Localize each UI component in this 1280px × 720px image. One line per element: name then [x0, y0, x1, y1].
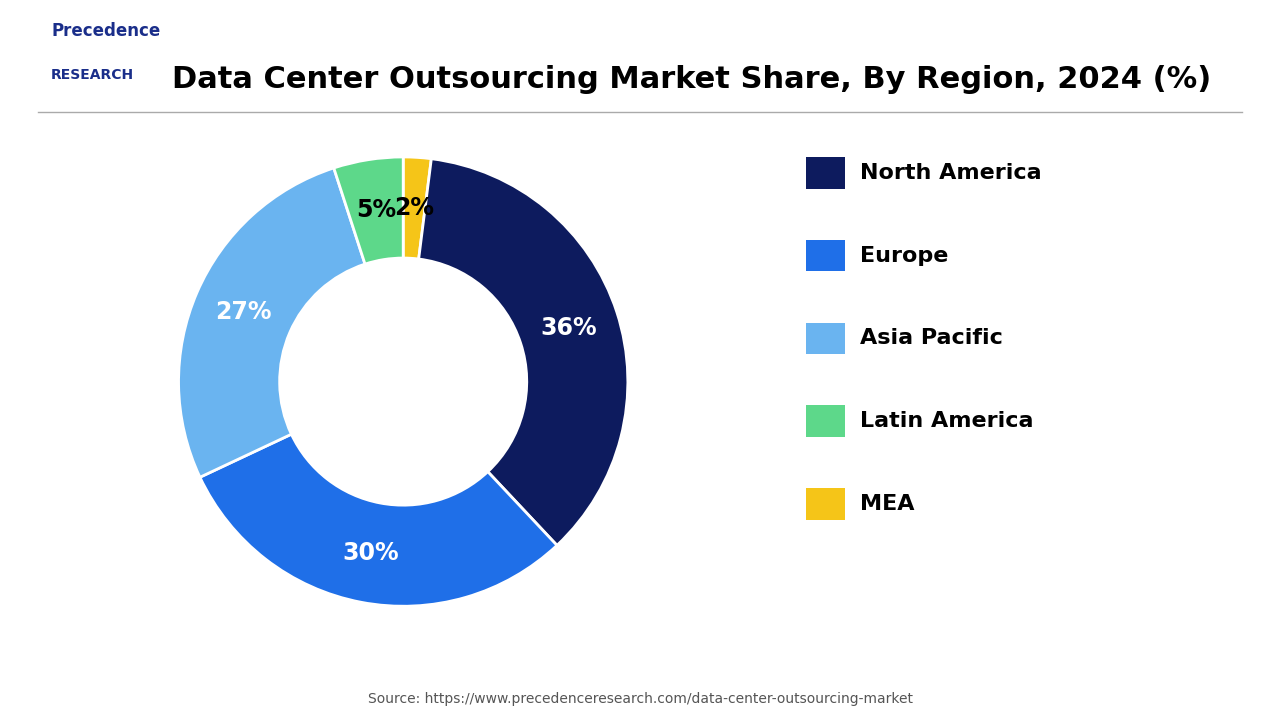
- Text: 30%: 30%: [342, 541, 399, 564]
- Text: Precedence: Precedence: [51, 22, 160, 40]
- Text: North America: North America: [860, 163, 1042, 183]
- Text: Data Center Outsourcing Market Share, By Region, 2024 (%): Data Center Outsourcing Market Share, By…: [172, 65, 1211, 94]
- Wedge shape: [200, 434, 557, 606]
- Text: 2%: 2%: [394, 196, 434, 220]
- Text: RESEARCH: RESEARCH: [51, 68, 134, 82]
- Text: Latin America: Latin America: [860, 411, 1034, 431]
- Text: Source: https://www.precedenceresearch.com/data-center-outsourcing-market: Source: https://www.precedenceresearch.c…: [367, 692, 913, 706]
- Text: 5%: 5%: [356, 198, 396, 222]
- Text: 36%: 36%: [540, 316, 596, 340]
- Wedge shape: [403, 157, 431, 259]
- Text: MEA: MEA: [860, 494, 915, 514]
- Wedge shape: [179, 168, 365, 477]
- Text: 27%: 27%: [215, 300, 271, 325]
- Wedge shape: [334, 157, 403, 264]
- Text: Asia Pacific: Asia Pacific: [860, 328, 1004, 348]
- Wedge shape: [419, 158, 627, 545]
- Text: Europe: Europe: [860, 246, 948, 266]
